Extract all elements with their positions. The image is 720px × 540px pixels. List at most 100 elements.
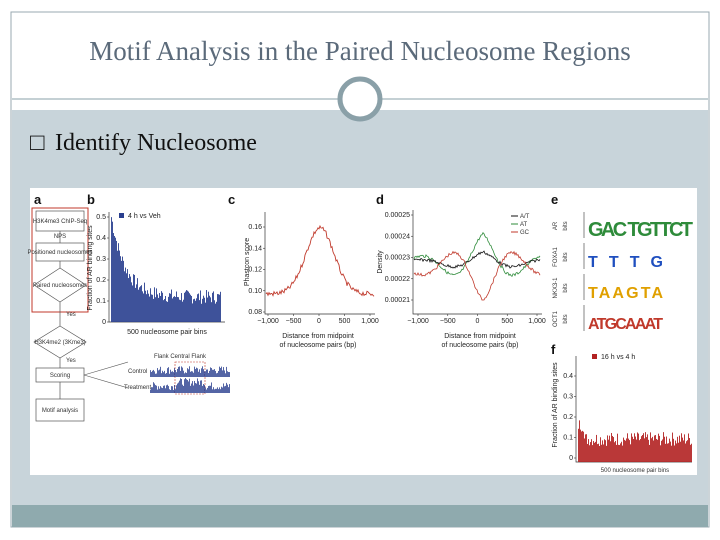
bar-texture bbox=[578, 428, 579, 462]
bar-texture bbox=[168, 386, 169, 393]
bar-texture bbox=[593, 441, 594, 462]
bar-texture bbox=[141, 285, 142, 322]
bar-texture bbox=[151, 294, 152, 322]
bar-texture bbox=[198, 293, 199, 322]
legend-swatch bbox=[592, 354, 597, 359]
curve bbox=[413, 250, 541, 269]
bar-texture bbox=[197, 378, 198, 393]
bar-texture bbox=[633, 439, 634, 462]
bar-texture bbox=[176, 291, 177, 322]
flow-text: Yes bbox=[66, 312, 76, 318]
bar-texture bbox=[160, 386, 161, 393]
bar-texture bbox=[608, 439, 609, 462]
y-tick-label: 0.1 bbox=[96, 298, 106, 305]
y-tick-label: 0.14 bbox=[248, 245, 262, 252]
bar-texture bbox=[136, 284, 137, 322]
bar-texture bbox=[117, 250, 118, 322]
bar-texture bbox=[689, 438, 690, 462]
bar-texture bbox=[228, 372, 229, 377]
bar-texture bbox=[181, 379, 182, 393]
panel-label: e bbox=[551, 192, 558, 207]
bar-texture bbox=[206, 369, 207, 377]
bar-texture bbox=[189, 293, 190, 322]
flow-text: Positioned nucleosomes bbox=[27, 250, 92, 256]
bar-texture bbox=[663, 432, 664, 462]
bar-texture bbox=[221, 366, 222, 377]
bar-texture bbox=[229, 384, 230, 393]
panel-label: b bbox=[87, 192, 95, 207]
bar-texture bbox=[217, 372, 218, 377]
bar-texture bbox=[161, 291, 162, 322]
bar-texture bbox=[662, 439, 663, 462]
bar-texture bbox=[178, 382, 179, 393]
motif-logo: TAAGTA bbox=[588, 285, 663, 302]
bar-texture bbox=[681, 433, 682, 462]
bar-texture bbox=[683, 440, 684, 462]
y-tick-label: 0.12 bbox=[248, 267, 262, 274]
bar-texture bbox=[182, 301, 183, 322]
bar-texture bbox=[153, 298, 154, 322]
bar-texture bbox=[219, 294, 220, 322]
bar-texture bbox=[194, 366, 195, 377]
bar-texture bbox=[175, 297, 176, 322]
bar-texture bbox=[216, 301, 217, 322]
bar-texture bbox=[166, 372, 167, 377]
bar-texture bbox=[209, 385, 210, 393]
bar-texture bbox=[623, 437, 624, 462]
bar-texture bbox=[170, 293, 171, 322]
bar-texture bbox=[618, 444, 619, 462]
bar-texture bbox=[210, 367, 211, 377]
bar-texture bbox=[168, 296, 169, 322]
bar-texture bbox=[162, 388, 163, 393]
bar-texture bbox=[185, 378, 186, 393]
y-tick-label: 0.00021 bbox=[385, 297, 410, 304]
y-tick-label: 0.00025 bbox=[385, 212, 410, 219]
bar-texture bbox=[144, 282, 145, 322]
bullet-text: Identify Nucleosome bbox=[55, 130, 257, 156]
axis-label: Fraction of AR binding sites bbox=[552, 362, 559, 448]
bar-texture bbox=[166, 301, 167, 322]
bar-texture bbox=[226, 382, 227, 393]
bar-texture bbox=[192, 381, 193, 393]
bar-texture bbox=[691, 443, 692, 462]
bar-texture bbox=[167, 301, 168, 322]
bar-texture bbox=[179, 299, 180, 322]
bar-texture bbox=[139, 287, 140, 322]
bar-texture bbox=[190, 371, 191, 377]
bar-texture bbox=[192, 371, 193, 377]
bar-texture bbox=[127, 269, 128, 322]
bar-texture bbox=[213, 387, 214, 393]
y-tick-label: 0.3 bbox=[96, 256, 106, 263]
axis-label: 500 nucleosome pair bins bbox=[601, 468, 669, 474]
bar-texture bbox=[677, 436, 678, 462]
bar-texture bbox=[172, 298, 173, 322]
y-tick-label: 0.00023 bbox=[385, 255, 410, 262]
bar-texture bbox=[194, 380, 195, 393]
bar-texture bbox=[622, 445, 623, 462]
bar-texture bbox=[588, 439, 589, 462]
bar-texture bbox=[154, 371, 155, 377]
bar-texture bbox=[190, 294, 191, 322]
bar-texture bbox=[161, 373, 162, 377]
bar-texture bbox=[180, 378, 181, 393]
bar-texture bbox=[209, 370, 210, 377]
bar-texture bbox=[191, 383, 192, 393]
bar-texture bbox=[584, 438, 585, 462]
bar-texture bbox=[687, 440, 688, 462]
bar-texture bbox=[159, 369, 160, 377]
bar-texture bbox=[626, 438, 627, 462]
bar-texture bbox=[201, 303, 202, 322]
bar-texture bbox=[201, 380, 202, 393]
bar-texture bbox=[191, 371, 192, 377]
bar-texture bbox=[158, 297, 159, 322]
flow-text: Motif analysis bbox=[42, 408, 78, 414]
bar-texture bbox=[227, 384, 228, 393]
bar-texture bbox=[648, 439, 649, 462]
flow-text: Yes bbox=[66, 358, 76, 364]
bar-texture bbox=[149, 296, 150, 322]
bar-texture bbox=[656, 438, 657, 462]
bar-texture bbox=[184, 292, 185, 322]
bar-texture bbox=[580, 429, 581, 462]
bar-texture bbox=[666, 436, 667, 462]
bar-texture bbox=[193, 372, 194, 377]
